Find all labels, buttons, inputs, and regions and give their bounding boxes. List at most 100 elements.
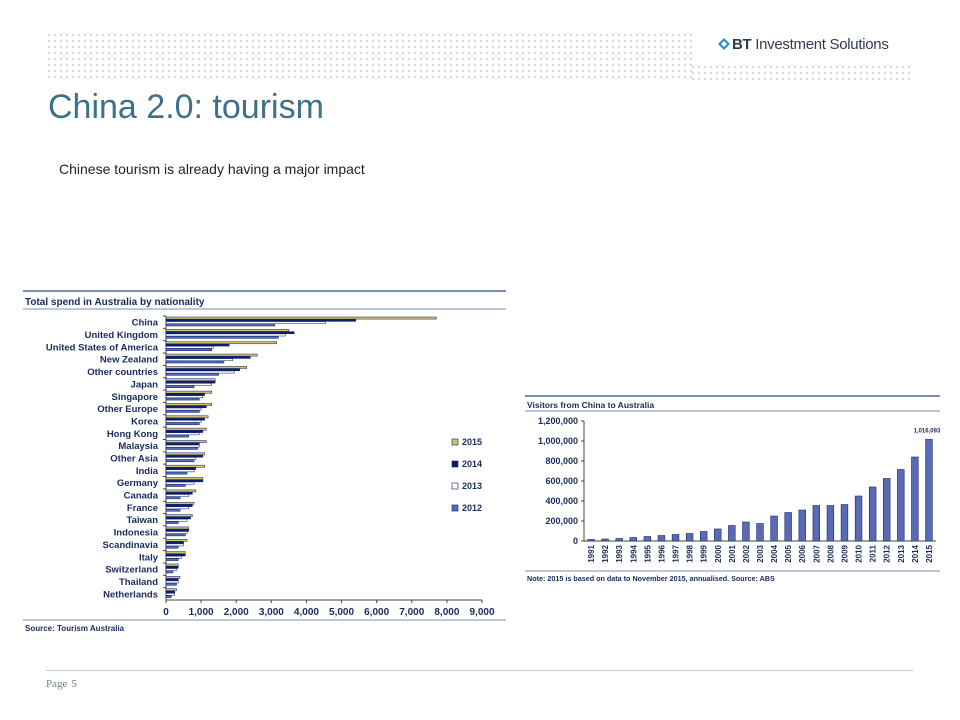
x-tick-label: 2010 bbox=[855, 544, 864, 562]
bar-2013 bbox=[165, 457, 197, 460]
x-tick-label: 1996 bbox=[657, 544, 666, 562]
x-tick-label: 5,000 bbox=[329, 607, 354, 618]
bar-2014 bbox=[165, 541, 184, 544]
y-tick-label: 1,000,000 bbox=[538, 436, 578, 446]
legend-label: 2013 bbox=[462, 481, 482, 491]
bar-2012 bbox=[165, 545, 179, 549]
bar-2014 bbox=[165, 380, 216, 384]
bar bbox=[671, 534, 680, 542]
bar-2014 bbox=[165, 454, 204, 458]
bar-2015 bbox=[165, 514, 193, 517]
category-label: Switzerland bbox=[105, 565, 158, 576]
category-label: Germany bbox=[117, 478, 159, 489]
bar bbox=[629, 537, 637, 542]
x-tick-label: 6,000 bbox=[364, 607, 389, 618]
bar-2013 bbox=[165, 407, 202, 411]
bar bbox=[925, 439, 933, 542]
bar-2012 bbox=[165, 496, 181, 500]
bar-2014 bbox=[165, 553, 186, 557]
footer-divider bbox=[46, 670, 913, 671]
chart-title: Total spend in Australia by nationality bbox=[25, 297, 205, 308]
bar-2012 bbox=[165, 397, 200, 401]
category-label: China bbox=[132, 318, 159, 329]
bar-2012 bbox=[165, 471, 188, 475]
bar-2012 bbox=[165, 459, 195, 463]
bar-2012 bbox=[165, 323, 276, 327]
bar bbox=[657, 535, 666, 542]
bar bbox=[601, 538, 609, 542]
bar-2013 bbox=[165, 481, 195, 485]
category-label: United Kingdom bbox=[85, 330, 158, 341]
legend-label: 2014 bbox=[462, 459, 482, 469]
bar-2014 bbox=[165, 442, 200, 446]
category-label: Netherlands bbox=[103, 589, 158, 600]
bar bbox=[728, 525, 736, 542]
bar-2014 bbox=[165, 417, 205, 421]
bar bbox=[714, 528, 722, 542]
bar bbox=[854, 495, 863, 542]
bar-2015 bbox=[165, 316, 437, 320]
bar-2014 bbox=[165, 528, 190, 532]
bar-2013 bbox=[165, 358, 233, 361]
bar bbox=[840, 504, 849, 542]
bar-2014 bbox=[165, 479, 204, 483]
bar-2012 bbox=[165, 582, 177, 586]
bar-2015 bbox=[165, 501, 195, 505]
bar-2015 bbox=[165, 563, 179, 567]
x-tick-label: 2015 bbox=[925, 544, 934, 562]
bar-2012 bbox=[165, 373, 219, 376]
bar-2013 bbox=[165, 346, 214, 349]
bar-2012 bbox=[165, 360, 225, 364]
category-label: India bbox=[136, 466, 159, 477]
x-tick-label: 1998 bbox=[686, 544, 695, 562]
bar-2012 bbox=[165, 484, 186, 487]
y-tick-label: 200,000 bbox=[545, 516, 578, 526]
bar-2013 bbox=[165, 333, 286, 337]
legend-label: 2012 bbox=[462, 503, 482, 513]
legend-label: 2015 bbox=[462, 437, 482, 447]
x-tick-label: 0 bbox=[163, 607, 169, 618]
category-label: Other Asia bbox=[110, 454, 158, 465]
y-tick-label: 600,000 bbox=[545, 476, 578, 486]
category-label: Thailand bbox=[119, 577, 158, 588]
bar-2013 bbox=[165, 593, 176, 596]
bar bbox=[700, 531, 708, 542]
category-label: Malaysia bbox=[118, 441, 158, 452]
bar-2014 bbox=[165, 491, 193, 495]
bar-2014 bbox=[165, 368, 240, 372]
x-tick-label: 1994 bbox=[629, 544, 638, 562]
bar-2012 bbox=[165, 348, 212, 351]
y-tick-label: 800,000 bbox=[545, 456, 578, 466]
bar-2013 bbox=[165, 518, 188, 522]
x-tick-label: 2011 bbox=[869, 544, 878, 562]
legend-swatch bbox=[451, 482, 459, 490]
x-tick-label: 1992 bbox=[601, 544, 610, 562]
bar-2015 bbox=[165, 366, 248, 369]
bar bbox=[742, 521, 750, 542]
category-label: Other Europe bbox=[97, 404, 158, 415]
y-tick-label: 400,000 bbox=[545, 496, 578, 506]
header-dot-pattern bbox=[46, 32, 696, 80]
company-logo: BT Investment Solutions bbox=[716, 34, 891, 54]
bar-2015 bbox=[165, 378, 216, 382]
x-tick-label: 1995 bbox=[643, 544, 652, 562]
bar-2013 bbox=[165, 444, 200, 448]
x-tick-label: 1999 bbox=[700, 544, 709, 562]
bar-2015 bbox=[165, 353, 258, 357]
bar-2014 bbox=[165, 356, 251, 359]
bar-2015 bbox=[165, 440, 207, 443]
bar bbox=[868, 486, 877, 542]
x-tick-label: 2,000 bbox=[224, 607, 249, 618]
bar bbox=[826, 505, 835, 542]
category-label: Canada bbox=[124, 491, 159, 502]
logo-diamond-icon bbox=[718, 38, 730, 50]
data-label: 1,016,093 bbox=[914, 428, 941, 434]
category-label: France bbox=[127, 503, 158, 514]
bar-2012 bbox=[165, 508, 181, 512]
bar-2015 bbox=[165, 551, 186, 554]
header-dot-pattern-right bbox=[690, 64, 914, 80]
category-label: Singapore bbox=[112, 392, 158, 403]
bar-2013 bbox=[165, 370, 235, 374]
bar-2014 bbox=[165, 319, 356, 322]
bar-2012 bbox=[165, 533, 186, 537]
